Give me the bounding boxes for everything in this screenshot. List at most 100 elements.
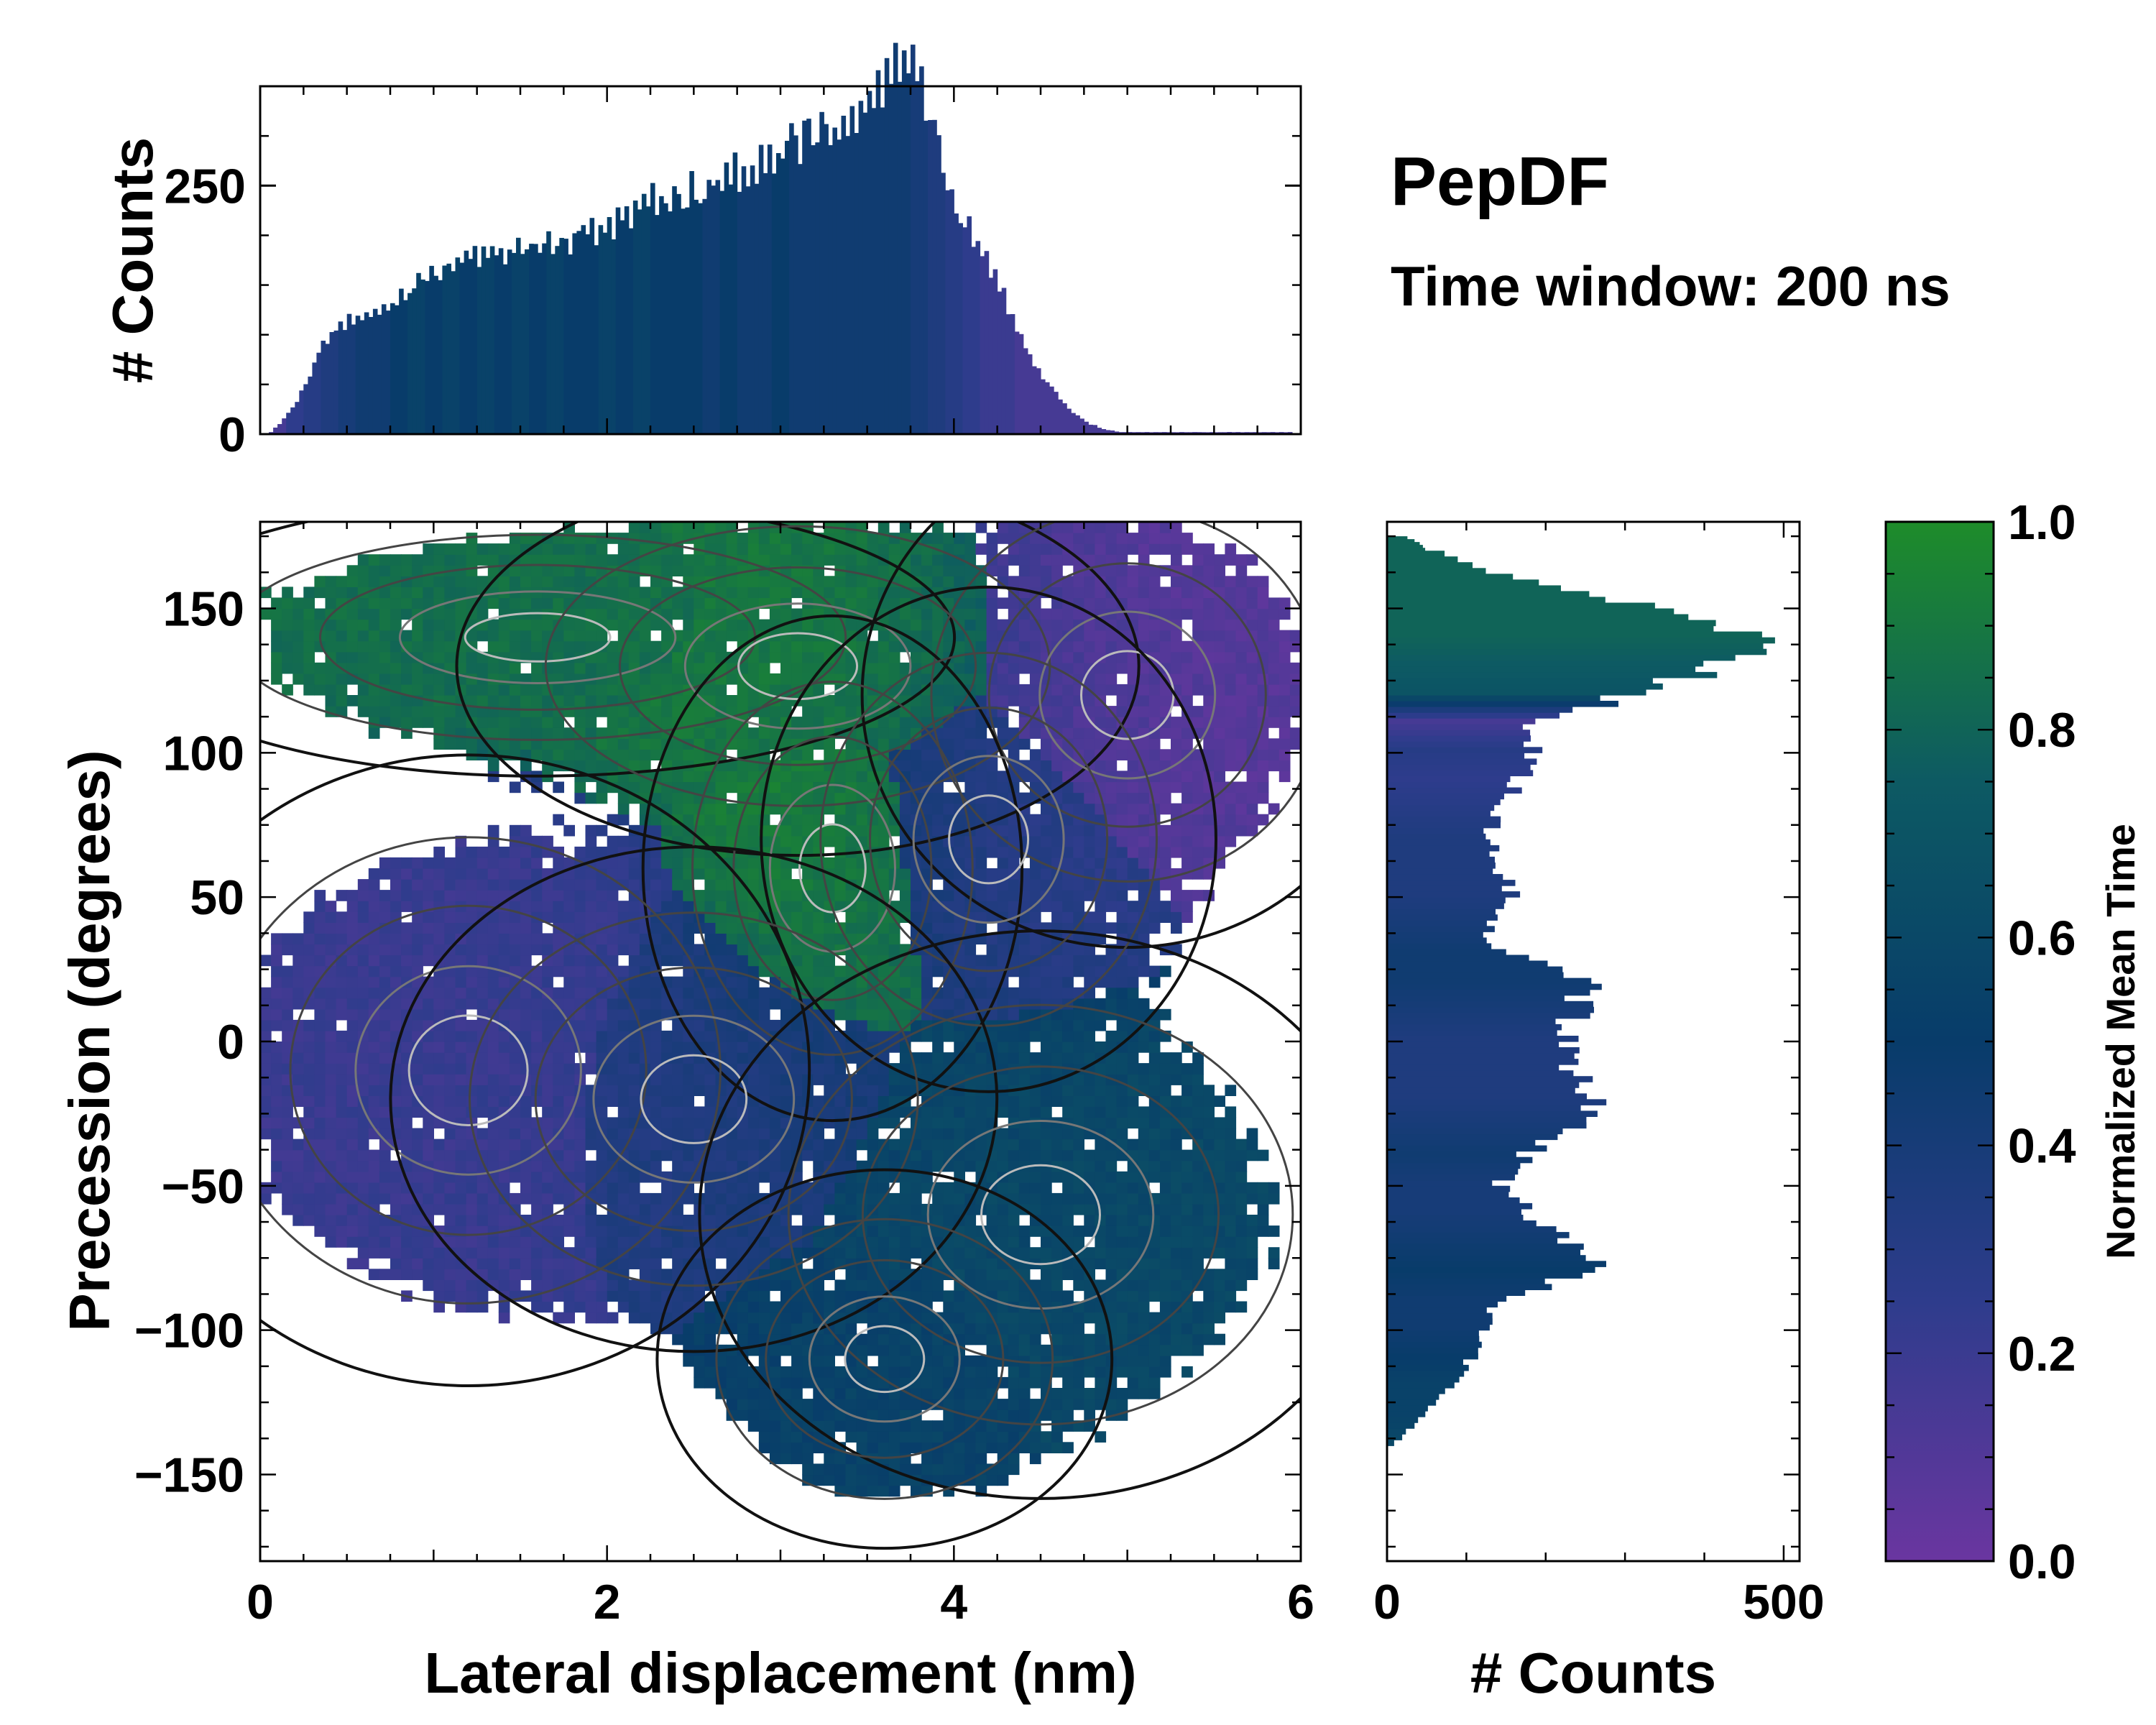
top-histogram-bar	[906, 73, 911, 434]
heatmap-cell	[433, 1258, 445, 1269]
heatmap-cell	[943, 1106, 954, 1118]
heatmap-cell	[282, 1041, 293, 1053]
heatmap-cell	[758, 1420, 770, 1432]
heatmap-cell	[379, 597, 391, 610]
heatmap-cell	[661, 1138, 673, 1151]
heatmap-cell	[737, 533, 749, 544]
heatmap-cell	[943, 1420, 954, 1432]
heatmap-cell	[888, 1085, 900, 1096]
heatmap-cell	[542, 727, 553, 739]
heatmap-cell	[954, 846, 965, 858]
heatmap-cell	[509, 662, 521, 674]
heatmap-cell	[747, 608, 760, 620]
heatmap-cell	[542, 662, 553, 674]
heatmap-cell	[292, 1149, 304, 1162]
heatmap-cell	[954, 1420, 965, 1432]
heatmap-cell	[769, 684, 781, 696]
heatmap-cell	[444, 1215, 456, 1226]
heatmap-cell	[260, 1085, 272, 1096]
heatmap-cell	[596, 1192, 608, 1205]
heatmap-cell	[672, 597, 683, 610]
heatmap-cell	[715, 944, 727, 956]
heatmap-cell	[639, 738, 651, 750]
heatmap-cell	[932, 554, 944, 566]
heatmap-cell	[379, 630, 391, 642]
heatmap-cell	[964, 1399, 977, 1410]
heatmap-cell	[412, 619, 423, 631]
heatmap-cell	[487, 944, 499, 956]
heatmap-cell	[661, 1236, 673, 1248]
heatmap-cell	[845, 554, 857, 566]
heatmap-cell	[346, 1041, 359, 1053]
heatmap-cell	[542, 987, 553, 999]
heatmap-cell	[911, 1399, 922, 1410]
heatmap-cell	[325, 1149, 337, 1162]
heatmap-cell	[650, 890, 662, 901]
heatmap-cell	[737, 586, 749, 599]
heatmap-cell	[455, 965, 467, 978]
heatmap-cell	[954, 1301, 965, 1313]
heatmap-cell	[986, 1279, 998, 1292]
heatmap-cell	[336, 608, 348, 620]
heatmap-cell	[336, 987, 348, 999]
heatmap-cell	[542, 911, 553, 923]
heatmap-cell	[704, 706, 717, 717]
heatmap-cell	[498, 727, 510, 739]
heatmap-cell	[834, 543, 847, 555]
heatmap-cell	[487, 1041, 499, 1053]
heatmap-cell	[336, 1052, 348, 1064]
heatmap-cell	[368, 1074, 380, 1085]
heatmap-cell	[672, 695, 683, 707]
top-histogram-bar	[329, 332, 335, 434]
heatmap-cell	[845, 760, 857, 772]
heatmap-cell	[661, 684, 673, 696]
heatmap-cell	[845, 1420, 857, 1432]
heatmap-cell	[747, 1247, 760, 1259]
heatmap-cell	[769, 1225, 781, 1237]
heatmap-cell	[303, 1095, 315, 1107]
heatmap-cell	[314, 1030, 326, 1042]
heatmap-cell	[888, 1442, 900, 1453]
heatmap-cell	[824, 1409, 835, 1421]
heatmap-cell	[856, 1117, 868, 1129]
heatmap-cell	[737, 1160, 749, 1172]
heatmap-cell	[531, 640, 543, 653]
heatmap-cell	[509, 597, 521, 610]
heatmap-cell	[476, 630, 489, 642]
heatmap-cell	[466, 954, 478, 967]
heatmap-cell	[986, 673, 998, 685]
heatmap-cell	[596, 792, 608, 804]
heatmap-cell	[737, 1225, 749, 1237]
heatmap-cell	[877, 1301, 890, 1313]
heatmap-cell	[975, 630, 987, 642]
heatmap-cell	[899, 1203, 911, 1215]
heatmap-cell	[845, 1399, 857, 1410]
heatmap-cell	[433, 1019, 445, 1031]
heatmap-cell	[943, 890, 954, 901]
heatmap-cell	[834, 1085, 847, 1096]
heatmap-cell	[628, 749, 640, 760]
heatmap-cell	[737, 781, 749, 794]
heatmap-cell	[423, 1085, 434, 1096]
heatmap-cell	[585, 554, 597, 566]
heatmap-cell	[986, 1376, 998, 1389]
heatmap-cell	[282, 976, 293, 988]
heatmap-cell	[888, 543, 900, 555]
heatmap-cell	[737, 1409, 749, 1421]
heatmap-cell	[476, 1085, 489, 1096]
heatmap-cell	[433, 1149, 445, 1162]
heatmap-cell	[607, 933, 619, 945]
heatmap-cell	[964, 781, 977, 794]
heatmap-cell	[563, 1085, 575, 1096]
heatmap-cell	[455, 1019, 467, 1031]
heatmap-cell	[911, 987, 922, 999]
heatmap-cell	[650, 1149, 662, 1162]
heatmap-cell	[487, 543, 499, 555]
heatmap-cell	[758, 1409, 770, 1421]
heatmap-cell	[574, 533, 586, 544]
heatmap-cell	[824, 998, 835, 1010]
heatmap-cell	[357, 1258, 369, 1269]
heatmap-cell	[303, 597, 315, 610]
heatmap-cell	[780, 770, 792, 783]
heatmap-cell	[824, 835, 835, 847]
